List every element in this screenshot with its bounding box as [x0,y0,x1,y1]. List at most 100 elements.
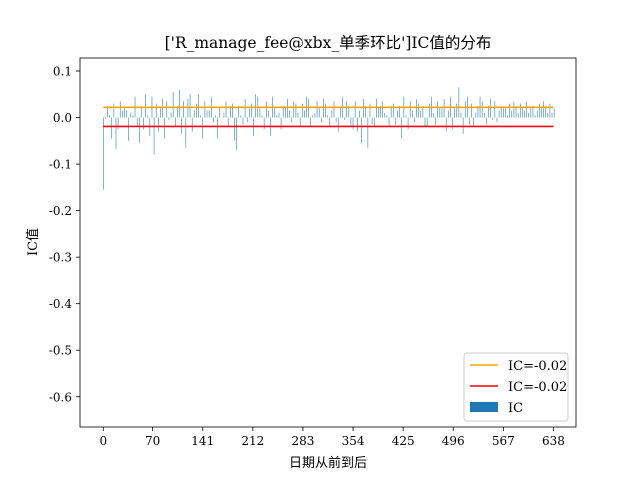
ic-bar [219,108,220,118]
ic-bar [242,117,244,125]
ic-bar [158,117,159,132]
ic-bar [494,101,496,118]
ic-bar [200,115,201,118]
ic-bar [352,117,354,130]
ic-bar [505,108,506,118]
ic-bar [217,117,218,139]
ic-bar [109,115,110,118]
plot-frame [79,57,577,428]
ic-bar [426,117,428,127]
y-tick-label: -0.5 [49,344,72,358]
x-tick-label: 212 [241,434,264,448]
ic-bar [420,110,422,118]
ic-bar [399,105,400,118]
ic-bar [265,101,267,118]
x-tick-label: 425 [392,434,415,448]
legend-swatch-ic-bar [470,402,498,412]
ic-bar [456,103,458,118]
ic-bar [244,98,246,118]
ic-bar [422,105,424,118]
x-tick-label: 496 [442,434,465,448]
ic-bar [316,101,318,118]
ic-bar [115,117,117,150]
ic-bar [464,101,466,118]
x-tick-label: 70 [145,434,160,448]
ic-bar [337,117,339,132]
ic-bar [549,103,551,118]
ic-bar [147,115,149,118]
ic-bar [194,110,195,118]
x-axis-label: 日期从前到后 [289,455,367,471]
ic-bar [208,110,210,118]
y-tick-label: -0.3 [49,251,72,265]
ic-bar [287,98,288,118]
ic-bar [223,112,225,118]
ic-bar [276,115,278,118]
ic-bar [268,110,269,118]
ic-bar [361,117,362,144]
ic-bar [409,101,411,118]
ic-bar [490,98,491,118]
ic-bar [191,117,193,132]
ic-bar [509,103,510,118]
ic-bar [414,117,415,123]
ic-bar [166,101,168,118]
ic-bar [346,101,347,118]
ic-bar [539,103,540,118]
x-tick-label: 283 [291,434,314,448]
ic-bar [488,105,489,118]
ic-bar [388,117,390,127]
ic-bar [545,105,546,118]
y-tick-label: -0.6 [49,390,72,404]
ic-bar [206,110,208,118]
ic-bar [543,101,544,118]
ic-bar [282,105,284,118]
ic-bar [532,105,534,118]
ic-bar [168,117,170,120]
ic-bar [107,105,108,118]
ic-bar [354,101,356,118]
ic-bar [321,117,322,123]
ic-bar [198,94,199,118]
ic-bar [513,101,515,118]
ic-bar [418,103,419,118]
ic-bar [103,117,104,190]
ic-bar [524,110,525,118]
ic-bar [117,117,119,130]
ic-bar [475,112,477,118]
ic-bar [369,103,371,118]
ic-bar [143,117,144,130]
ic-bar [424,117,426,127]
ic-bar [105,117,106,119]
ic-bar [356,117,358,132]
legend: IC=-0.02 IC=-0.02 IC [463,352,569,422]
x-tick-label: 141 [191,434,214,448]
ic-bar [507,115,508,118]
ic-bar [471,103,472,118]
ic-bar [477,105,479,118]
ic-bar [234,117,235,141]
ic-bar [261,115,263,118]
ic-bar [515,105,517,118]
ic-bar [439,108,441,118]
ic-bar [204,101,206,118]
ic-bar [236,117,237,151]
ic-bar [441,108,443,118]
ic-bar [435,117,436,125]
ic-bar [522,108,523,118]
ic-bar [124,108,125,118]
ic-bar [340,108,341,118]
ic-bar [310,117,311,127]
ic-bar [526,101,527,118]
ic-bar [299,117,301,127]
ic-bar [329,117,331,127]
ic-bar [249,108,250,118]
ic-bar [301,103,303,118]
ic-bar [238,105,240,118]
ic-bar [350,117,352,127]
ic-bar [401,117,403,139]
ic-bar [160,108,161,118]
ic-bar [263,117,265,130]
ic-bar [122,110,123,118]
